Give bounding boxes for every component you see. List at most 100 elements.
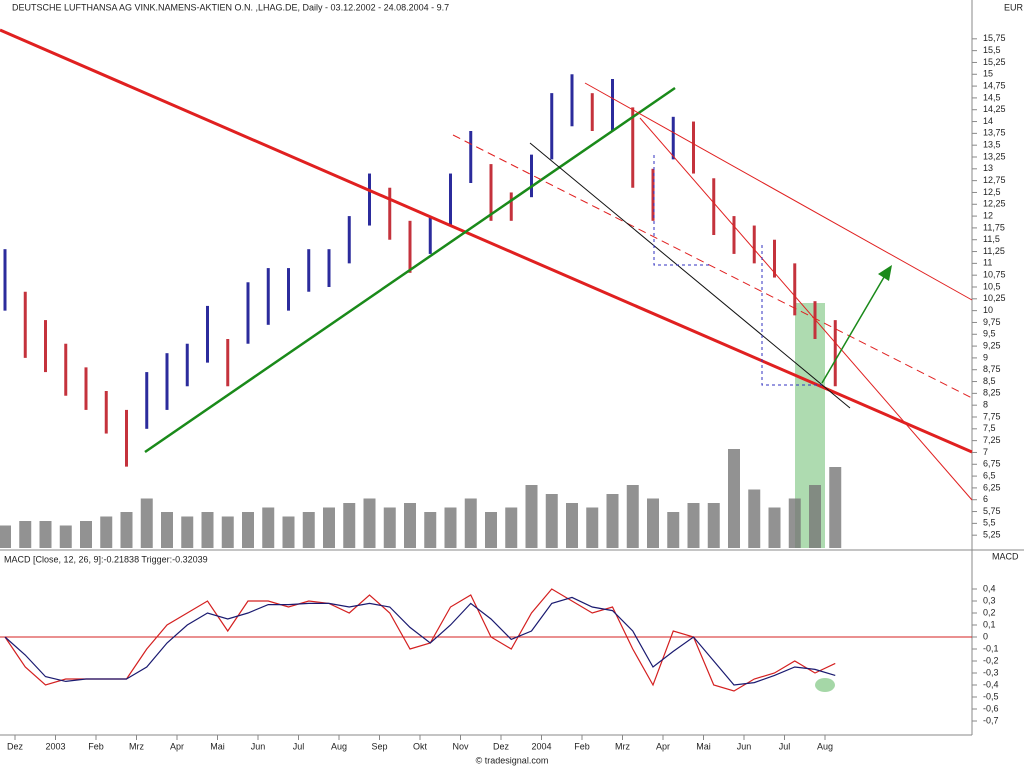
volume-bar xyxy=(485,512,497,548)
x-tick-label: Jun xyxy=(251,741,266,751)
x-tick-label: Aug xyxy=(817,741,833,751)
x-tick-label: Dez xyxy=(7,741,24,751)
x-tick-label: 2004 xyxy=(531,741,551,751)
x-tick-label: Nov xyxy=(452,741,469,751)
x-tick-label: Mrz xyxy=(129,741,144,751)
x-tick-label: Okt xyxy=(413,741,428,751)
volume-bar xyxy=(242,512,254,548)
volume-bar xyxy=(464,498,477,548)
y-tick-label: -0,3 xyxy=(983,667,999,677)
y-tick-label: 14,75 xyxy=(983,80,1006,90)
volume-bar xyxy=(80,521,92,548)
y-tick-label: -0,5 xyxy=(983,691,999,701)
y-tick-label: 5,75 xyxy=(983,506,1001,516)
x-tick-label: Apr xyxy=(170,741,184,751)
y-tick-label: 8,25 xyxy=(983,388,1001,398)
y-tick-label: 0 xyxy=(983,631,988,641)
source: © tradesignal.com xyxy=(476,755,549,765)
trendline xyxy=(452,134,973,399)
y-tick-label: 15 xyxy=(983,69,993,79)
y-tick-label: 0,3 xyxy=(983,595,996,605)
x-tick-label: 2003 xyxy=(45,741,65,751)
x-tick-label: Jul xyxy=(779,741,791,751)
y-tick-label: 15,75 xyxy=(983,33,1006,43)
y-tick-label: -0,7 xyxy=(983,715,999,725)
y-tick-label: 5,5 xyxy=(983,518,996,528)
y-tick-label: 10,75 xyxy=(983,270,1006,280)
volume-bar xyxy=(323,507,335,548)
y-tick-label: 0,2 xyxy=(983,607,996,617)
x-tick-label: Mrz xyxy=(615,741,630,751)
y-tick-label: 10,5 xyxy=(983,281,1001,291)
y-tick-label: 13,75 xyxy=(983,128,1006,138)
volume-bar xyxy=(343,503,356,548)
y-tick-label: 14,25 xyxy=(983,104,1006,114)
trendline xyxy=(144,86,676,454)
guide-box xyxy=(653,155,712,266)
y-tick-label: 7 xyxy=(983,447,988,457)
x-tick-label: Feb xyxy=(574,741,590,751)
volume-bar xyxy=(788,498,801,548)
y-tick-label: 10,25 xyxy=(983,293,1006,303)
volume-bar xyxy=(667,512,680,548)
volume-bar xyxy=(201,512,214,548)
x-tick-label: Jul xyxy=(293,741,305,751)
y-tick-label: -0,1 xyxy=(983,643,999,653)
volume-bar xyxy=(221,516,234,548)
volume-bar xyxy=(39,521,52,548)
volume-bar xyxy=(647,498,659,548)
y-tick-label: -0,4 xyxy=(983,679,999,689)
volume-bar xyxy=(505,507,518,548)
y-tick-label: 13,25 xyxy=(983,151,1006,161)
volume-bar xyxy=(586,507,599,548)
indicator-y-label: MACD xyxy=(992,551,1019,561)
volume-bar xyxy=(404,503,416,548)
trendline xyxy=(529,142,851,409)
y-tick-label: -0,6 xyxy=(983,703,999,713)
volume-bar xyxy=(566,503,578,548)
guide-box xyxy=(761,245,822,386)
x-tick-label: Feb xyxy=(88,741,104,751)
y-tick-label: 9,25 xyxy=(983,340,1001,350)
arrow xyxy=(821,271,888,384)
y-tick-label: 12,75 xyxy=(983,175,1006,185)
y-tick-label: 14,5 xyxy=(983,92,1001,102)
x-tick-label: Sep xyxy=(371,741,387,751)
y-tick-label: 0,4 xyxy=(983,583,996,593)
x-tick-label: Aug xyxy=(331,741,347,751)
y-tick-label: 7,25 xyxy=(983,435,1001,445)
highlight-zone xyxy=(815,678,835,692)
arrow-head xyxy=(878,265,892,281)
volume-bar xyxy=(282,516,295,548)
volume-bar xyxy=(161,512,173,548)
volume-bar xyxy=(809,485,821,548)
y-tick-label: -0,2 xyxy=(983,655,999,665)
y-tick-label: 9,75 xyxy=(983,317,1001,327)
y-tick-label: 6,75 xyxy=(983,459,1001,469)
y-tick-label: 8,5 xyxy=(983,376,996,386)
y-tick-label: 15,25 xyxy=(983,57,1006,67)
x-tick-label: Apr xyxy=(656,741,670,751)
x-tick-label: Jun xyxy=(737,741,752,751)
y-tick-label: 14 xyxy=(983,116,993,126)
volume-bar xyxy=(120,512,133,548)
y-tick-label: 0,1 xyxy=(983,619,996,629)
y-tick-label: 15,5 xyxy=(983,45,1001,55)
y-tick-label: 9,5 xyxy=(983,329,996,339)
volume-bar xyxy=(181,516,194,548)
y-tick-label: 6,25 xyxy=(983,482,1001,492)
volume-bar xyxy=(687,503,700,548)
x-tick-label: Dez xyxy=(493,741,510,751)
volume-bar xyxy=(59,525,72,548)
volume-bar xyxy=(525,485,538,548)
y-tick-label: 6 xyxy=(983,494,988,504)
y-axis-label: EUR xyxy=(1004,2,1024,12)
volume-bar xyxy=(0,525,11,548)
volume-bar xyxy=(768,507,781,548)
volume-bar xyxy=(100,516,113,548)
x-tick-label: Mai xyxy=(210,741,225,751)
volume-bar xyxy=(302,512,315,548)
indicator-line xyxy=(4,596,836,686)
y-tick-label: 11,25 xyxy=(983,246,1005,256)
